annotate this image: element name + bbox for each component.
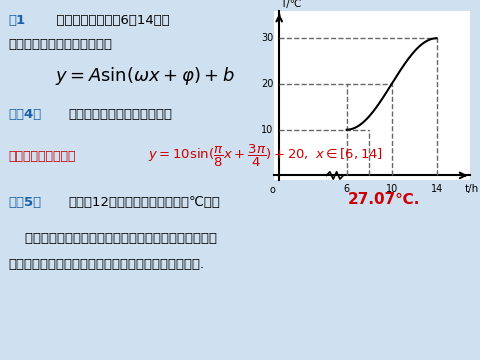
Text: T/℃: T/℃ (280, 0, 301, 9)
Text: 例1: 例1 (8, 14, 25, 27)
Text: t/h: t/h (465, 184, 479, 194)
Text: 14: 14 (431, 184, 443, 194)
Text: 10: 10 (261, 125, 274, 135)
Text: 6: 6 (344, 184, 350, 194)
Text: 10: 10 (385, 184, 398, 194)
Text: 的温度变化情况，因此应当特别注意自变量的变化范围.: 的温度变化情况，因此应当特别注意自变量的变化范围. (8, 258, 204, 271)
Text: 这段曲线对应的函数是什么？: 这段曲线对应的函数是什么？ (68, 108, 172, 121)
Text: 温度变化曲线近似满足函数：: 温度变化曲线近似满足函数： (8, 38, 112, 51)
Text: 20: 20 (261, 79, 274, 89)
Text: 一般的，所求出的函数模型只能近似刻画这天某个时刻: 一般的，所求出的函数模型只能近似刻画这天某个时刻 (8, 232, 217, 245)
Text: 思考4：: 思考4： (8, 108, 41, 121)
Text: 如图，某地一天从6～14时的: 如图，某地一天从6～14时的 (48, 14, 170, 27)
Text: 这一天12时的温度大概是多少（℃）？: 这一天12时的温度大概是多少（℃）？ (68, 196, 220, 209)
Text: 综上，所求解析式为: 综上，所求解析式为 (8, 150, 75, 163)
Text: 30: 30 (261, 33, 274, 43)
Text: $y=10\sin(\dfrac{\pi}{8}x+\dfrac{3\pi}{4})+20,\ x\in[6,14]$: $y=10\sin(\dfrac{\pi}{8}x+\dfrac{3\pi}{4… (148, 143, 383, 169)
Text: $y = A\sin(\omega x + \varphi) + b$: $y = A\sin(\omega x + \varphi) + b$ (55, 65, 235, 87)
Text: o: o (270, 185, 276, 194)
Text: 27.07℃.: 27.07℃. (348, 192, 420, 207)
Text: 思考5：: 思考5： (8, 196, 41, 209)
